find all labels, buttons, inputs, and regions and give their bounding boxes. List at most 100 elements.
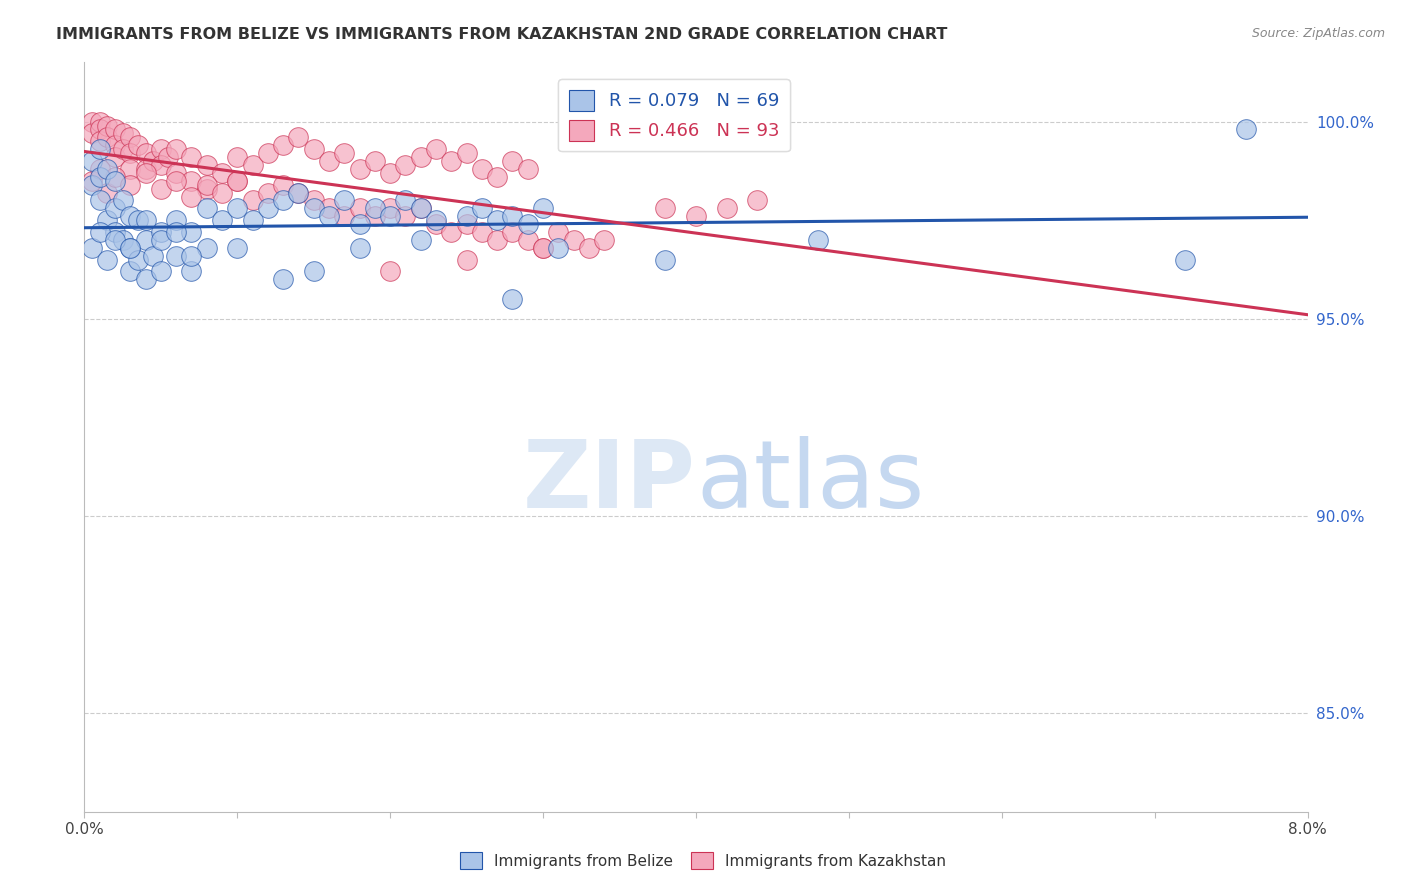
Point xyxy=(180,150,202,164)
Point xyxy=(409,150,432,164)
Point xyxy=(333,146,356,161)
Point xyxy=(120,241,142,255)
Point xyxy=(271,178,294,192)
Point xyxy=(547,225,569,239)
Point xyxy=(349,202,371,216)
Point xyxy=(593,233,616,247)
Point xyxy=(409,202,432,216)
Point xyxy=(302,264,325,278)
Point xyxy=(716,202,738,216)
Point xyxy=(409,233,432,247)
Point xyxy=(80,174,103,188)
Point xyxy=(165,142,187,156)
Point xyxy=(349,161,371,176)
Point xyxy=(96,130,118,145)
Point xyxy=(135,161,157,176)
Point xyxy=(333,194,356,208)
Point xyxy=(226,202,249,216)
Point xyxy=(149,233,172,247)
Point xyxy=(226,241,249,255)
Point xyxy=(547,241,569,255)
Point xyxy=(380,209,402,223)
Point xyxy=(89,161,111,176)
Point xyxy=(96,161,118,176)
Point xyxy=(104,233,127,247)
Point xyxy=(318,209,340,223)
Legend: R = 0.079   N = 69, R = 0.466   N = 93: R = 0.079 N = 69, R = 0.466 N = 93 xyxy=(558,79,790,152)
Point xyxy=(502,292,524,306)
Text: atlas: atlas xyxy=(696,436,924,528)
Point xyxy=(135,146,157,161)
Point xyxy=(165,249,187,263)
Point xyxy=(242,158,264,172)
Point xyxy=(104,122,127,136)
Point xyxy=(149,158,172,172)
Point xyxy=(486,213,509,227)
Point xyxy=(195,181,218,195)
Point xyxy=(111,127,134,141)
Point xyxy=(654,202,676,216)
Point xyxy=(302,202,325,216)
Point xyxy=(195,158,218,172)
Point xyxy=(562,233,585,247)
Point xyxy=(486,169,509,184)
Point xyxy=(89,114,111,128)
Point xyxy=(96,213,118,227)
Point xyxy=(195,202,218,216)
Point xyxy=(127,138,149,153)
Point xyxy=(104,174,127,188)
Point xyxy=(471,225,494,239)
Point xyxy=(165,213,187,227)
Point xyxy=(364,202,387,216)
Point xyxy=(380,166,402,180)
Point xyxy=(149,225,172,239)
Point xyxy=(104,225,127,239)
Point xyxy=(349,217,371,231)
Point xyxy=(287,186,309,200)
Point xyxy=(502,154,524,169)
Point xyxy=(440,225,463,239)
Point xyxy=(287,186,309,200)
Point xyxy=(271,138,294,153)
Point xyxy=(257,202,280,216)
Point xyxy=(486,233,509,247)
Point xyxy=(89,194,111,208)
Point xyxy=(165,174,187,188)
Point xyxy=(471,202,494,216)
Point xyxy=(89,225,111,239)
Point xyxy=(654,252,676,267)
Point xyxy=(89,122,111,136)
Point xyxy=(165,166,187,180)
Point xyxy=(142,249,165,263)
Point xyxy=(120,241,142,255)
Point xyxy=(104,150,127,164)
Point xyxy=(287,130,309,145)
Point xyxy=(96,119,118,133)
Point xyxy=(195,241,218,255)
Point xyxy=(257,146,280,161)
Text: ZIP: ZIP xyxy=(523,436,696,528)
Point xyxy=(257,186,280,200)
Point xyxy=(440,154,463,169)
Point xyxy=(471,161,494,176)
Point xyxy=(180,174,202,188)
Point xyxy=(807,233,830,247)
Point xyxy=(242,194,264,208)
Point xyxy=(531,202,554,216)
Point xyxy=(80,127,103,141)
Point xyxy=(195,178,218,192)
Point xyxy=(394,194,416,208)
Point xyxy=(531,241,554,255)
Point xyxy=(333,209,356,223)
Point xyxy=(80,178,103,192)
Point xyxy=(1174,252,1197,267)
Point xyxy=(578,241,600,255)
Point xyxy=(364,154,387,169)
Point xyxy=(104,138,127,153)
Legend: Immigrants from Belize, Immigrants from Kazakhstan: Immigrants from Belize, Immigrants from … xyxy=(454,846,952,875)
Point xyxy=(502,209,524,223)
Point xyxy=(364,209,387,223)
Point xyxy=(180,264,202,278)
Point xyxy=(111,194,134,208)
Point xyxy=(211,186,233,200)
